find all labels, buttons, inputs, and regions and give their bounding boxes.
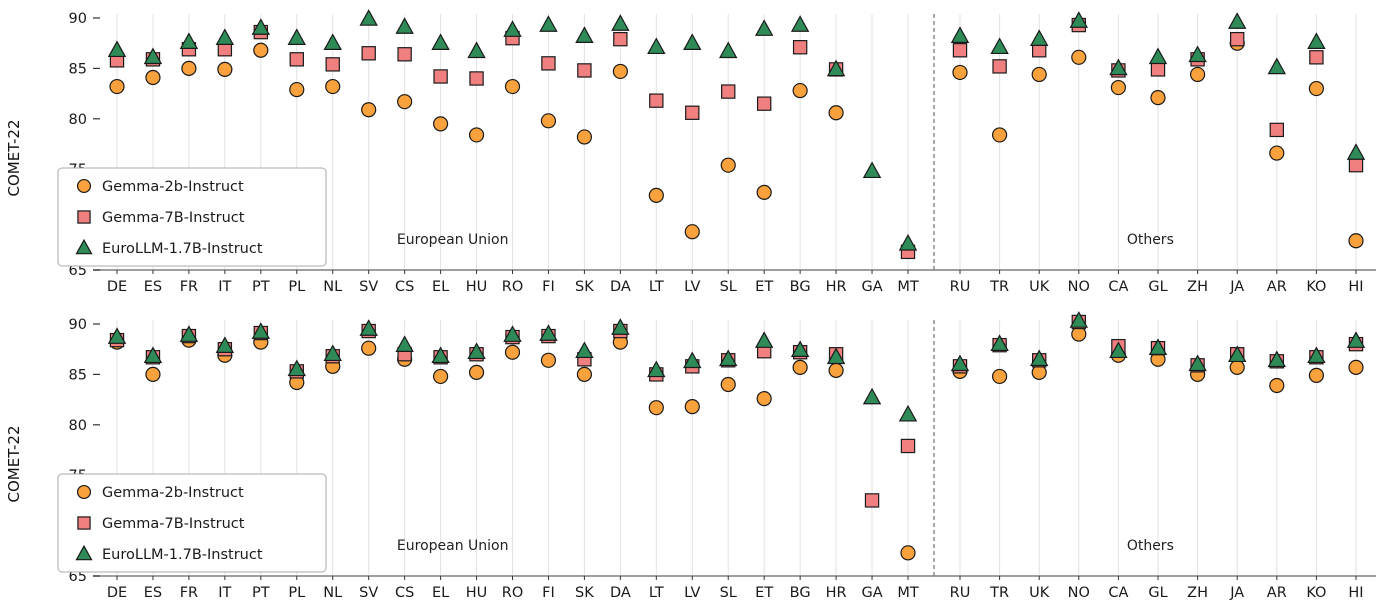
svg-text:80: 80 [69, 112, 87, 128]
svg-text:EuroLLM-1.7B-Instruct: EuroLLM-1.7B-Instruct [102, 547, 263, 563]
svg-text:HR: HR [826, 279, 847, 295]
svg-text:FI: FI [542, 585, 555, 601]
svg-text:ET: ET [755, 585, 773, 601]
svg-text:EL: EL [432, 585, 449, 601]
svg-text:SV: SV [359, 279, 378, 295]
svg-text:EL: EL [432, 279, 449, 295]
svg-text:GA: GA [861, 279, 882, 295]
svg-text:SL: SL [720, 585, 737, 601]
svg-text:RU: RU [950, 585, 971, 601]
svg-text:TR: TR [989, 279, 1009, 295]
svg-text:RU: RU [950, 279, 971, 295]
svg-text:KO: KO [1306, 279, 1326, 295]
y-axis-label-top: COMET-22 [5, 119, 23, 197]
svg-text:Others: Others [1127, 232, 1174, 248]
svg-text:Gemma-7B-Instruct: Gemma-7B-Instruct [102, 210, 245, 226]
svg-text:DE: DE [107, 585, 127, 601]
svg-text:PT: PT [252, 585, 270, 601]
svg-text:90: 90 [69, 11, 87, 27]
svg-text:JA: JA [1229, 585, 1244, 601]
scatter-plot-bottom: 657075808590DEESFRITPTPLNLSVCSELHUROFISK… [57, 311, 1376, 601]
svg-text:90: 90 [69, 317, 87, 333]
svg-text:HI: HI [1348, 585, 1363, 601]
svg-text:CS: CS [395, 279, 414, 295]
svg-text:LV: LV [684, 279, 700, 295]
svg-text:ET: ET [755, 279, 773, 295]
svg-text:BG: BG [790, 585, 811, 601]
svg-text:GA: GA [861, 585, 882, 601]
svg-text:AR: AR [1267, 279, 1287, 295]
svg-text:NO: NO [1068, 585, 1090, 601]
svg-text:HI: HI [1348, 279, 1363, 295]
svg-text:CA: CA [1108, 279, 1128, 295]
svg-text:FR: FR [180, 585, 198, 601]
svg-text:PT: PT [252, 279, 270, 295]
svg-text:NL: NL [323, 585, 342, 601]
svg-text:HU: HU [466, 279, 488, 295]
svg-text:ZH: ZH [1187, 585, 1208, 601]
svg-text:Gemma-2b-Instruct: Gemma-2b-Instruct [102, 485, 244, 501]
svg-text:DA: DA [610, 585, 631, 601]
chart-bottom: COMET-22 657075808590DEESFRITPTPLNLSVCSE… [0, 310, 1376, 612]
svg-text:PL: PL [288, 279, 305, 295]
svg-text:UK: UK [1029, 585, 1050, 601]
svg-text:HR: HR [826, 585, 847, 601]
svg-text:MT: MT [897, 279, 919, 295]
svg-text:NO: NO [1068, 279, 1090, 295]
svg-text:MT: MT [897, 585, 919, 601]
y-axis-label-bottom: COMET-22 [5, 425, 23, 503]
svg-text:DA: DA [610, 279, 631, 295]
svg-text:EuroLLM-1.7B-Instruct: EuroLLM-1.7B-Instruct [102, 241, 263, 257]
svg-text:UK: UK [1029, 279, 1050, 295]
svg-text:European Union: European Union [397, 232, 509, 248]
svg-text:IT: IT [218, 279, 231, 295]
svg-text:65: 65 [69, 569, 87, 585]
svg-text:ES: ES [144, 279, 162, 295]
svg-text:IT: IT [218, 585, 231, 601]
svg-text:65: 65 [69, 263, 87, 279]
svg-text:AR: AR [1267, 585, 1287, 601]
chart-top: COMET-22 657075808590DEESFRITPTPLNLSVCSE… [0, 4, 1376, 306]
svg-text:LV: LV [684, 585, 700, 601]
svg-text:LT: LT [649, 279, 664, 295]
svg-text:CS: CS [395, 585, 414, 601]
svg-text:Gemma-2b-Instruct: Gemma-2b-Instruct [102, 179, 244, 195]
svg-text:Others: Others [1127, 538, 1174, 554]
svg-text:NL: NL [323, 279, 342, 295]
svg-text:SK: SK [575, 279, 594, 295]
svg-text:RO: RO [502, 585, 524, 601]
svg-text:GL: GL [1148, 585, 1167, 601]
svg-text:KO: KO [1306, 585, 1326, 601]
svg-text:DE: DE [107, 279, 127, 295]
svg-text:SV: SV [359, 585, 378, 601]
svg-text:ES: ES [144, 585, 162, 601]
svg-text:GL: GL [1148, 279, 1167, 295]
svg-text:JA: JA [1229, 279, 1244, 295]
svg-text:LT: LT [649, 585, 664, 601]
svg-text:SL: SL [720, 279, 737, 295]
svg-text:FI: FI [542, 279, 555, 295]
svg-text:European Union: European Union [397, 538, 509, 554]
svg-text:RO: RO [502, 279, 524, 295]
scatter-plot-top: 657075808590DEESFRITPTPLNLSVCSELHUROFISK… [57, 9, 1376, 295]
svg-text:BG: BG [790, 279, 811, 295]
svg-text:SK: SK [575, 585, 594, 601]
svg-text:PL: PL [288, 585, 305, 601]
svg-text:80: 80 [69, 418, 87, 434]
svg-text:FR: FR [180, 279, 198, 295]
svg-text:Gemma-7B-Instruct: Gemma-7B-Instruct [102, 516, 245, 532]
svg-text:CA: CA [1108, 585, 1128, 601]
svg-text:TR: TR [989, 585, 1009, 601]
svg-text:HU: HU [466, 585, 488, 601]
svg-text:85: 85 [69, 367, 87, 383]
svg-text:ZH: ZH [1187, 279, 1208, 295]
svg-text:85: 85 [69, 61, 87, 77]
